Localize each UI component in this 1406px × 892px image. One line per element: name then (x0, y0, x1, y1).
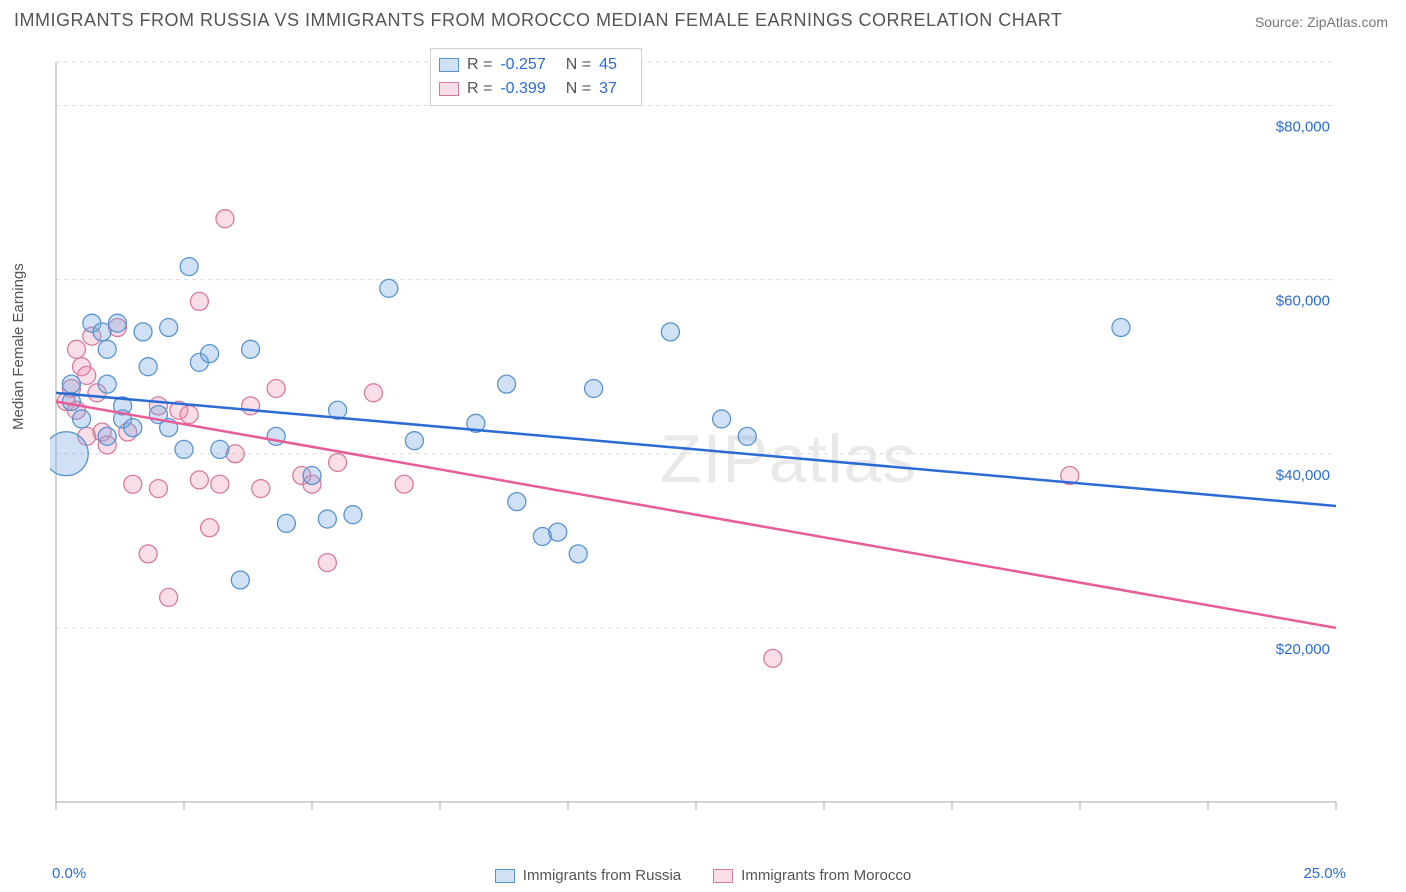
swatch-russia (439, 58, 459, 72)
stats-row-russia: R = -0.257 N = 45 (439, 53, 629, 77)
r-value-russia: -0.257 (500, 53, 545, 77)
n-value-russia: 45 (599, 53, 617, 77)
r-label: R = (467, 53, 492, 77)
n-label: N = (566, 53, 591, 77)
legend-item-russia: Immigrants from Russia (495, 867, 681, 884)
scatter-chart-svg: $20,000 $40,000 $60,000 $80,000 (50, 44, 1390, 834)
legend-label-russia: Immigrants from Russia (523, 867, 681, 884)
svg-text:$40,000: $40,000 (1276, 467, 1330, 484)
r-label: R = (467, 77, 492, 101)
r-value-morocco: -0.399 (500, 77, 545, 101)
correlation-stats-legend: R = -0.257 N = 45 R = -0.399 N = 37 (430, 48, 642, 106)
swatch-russia (495, 869, 515, 883)
x-tick-label-min: 0.0% (52, 865, 86, 882)
series-legend: Immigrants from Russia Immigrants from M… (0, 867, 1406, 884)
legend-item-morocco: Immigrants from Morocco (713, 867, 911, 884)
n-label: N = (566, 77, 591, 101)
swatch-morocco (713, 869, 733, 883)
chart-title: IMMIGRANTS FROM RUSSIA VS IMMIGRANTS FRO… (14, 10, 1062, 31)
chart-area: $20,000 $40,000 $60,000 $80,000 (50, 44, 1390, 834)
svg-text:$20,000: $20,000 (1276, 641, 1330, 658)
svg-text:$80,000: $80,000 (1276, 119, 1330, 136)
swatch-morocco (439, 82, 459, 96)
svg-text:$60,000: $60,000 (1276, 293, 1330, 310)
source-label: Source: ZipAtlas.com (1255, 14, 1388, 30)
n-value-morocco: 37 (599, 77, 617, 101)
legend-label-morocco: Immigrants from Morocco (741, 867, 911, 884)
stats-row-morocco: R = -0.399 N = 37 (439, 77, 629, 101)
y-axis-label: Median Female Earnings (10, 263, 27, 430)
x-tick-label-max: 25.0% (1303, 865, 1346, 882)
